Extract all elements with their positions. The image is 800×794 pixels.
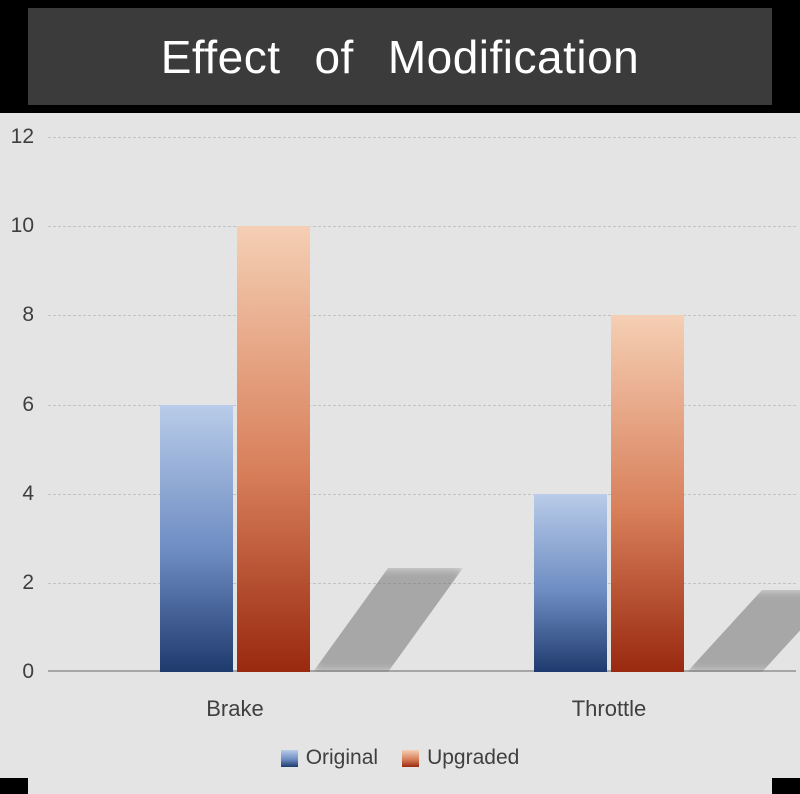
y-axis: 0 2 4 6 8 10 12	[0, 125, 38, 683]
legend-swatch-upgraded	[402, 749, 420, 767]
y-tick-label: 6	[22, 392, 34, 416]
bar-original-throttle	[534, 493, 607, 672]
y-tick-label: 4	[22, 481, 34, 505]
legend-swatch-original	[280, 749, 298, 767]
legend-item-original: Original	[280, 746, 379, 770]
bar-original-brake	[160, 404, 233, 672]
plot-area	[48, 137, 800, 672]
legend-item-upgraded: Upgraded	[402, 746, 519, 770]
y-tick-label: 12	[10, 125, 34, 148]
legend-label: Upgraded	[427, 746, 520, 769]
gridline	[48, 137, 796, 138]
x-axis: Brake Throttle	[48, 696, 796, 728]
y-tick-label: 2	[22, 570, 34, 594]
legend-label: Original	[305, 746, 379, 769]
legend: Original Upgraded	[0, 741, 800, 775]
slide-corner-bottom-right	[772, 778, 800, 794]
gridline	[48, 493, 796, 495]
chart-area: 0 2 4 6 8 10 12 Brake Throttle Original Upgraded	[0, 113, 800, 794]
slide-corner-bottom-left	[0, 778, 28, 794]
y-tick-label: 8	[22, 303, 34, 327]
bar-shadow	[687, 590, 800, 672]
bar-upgraded-throttle	[611, 315, 684, 672]
bar-group-throttle	[534, 137, 684, 672]
gridline	[48, 315, 796, 317]
chart-title-bar: Effect of Modification	[28, 8, 772, 105]
chart-title: Effect of Modification	[160, 30, 640, 83]
gridline	[48, 226, 796, 228]
x-tick-label: Brake	[206, 696, 264, 721]
y-tick-label: 10	[10, 214, 34, 238]
gridline	[48, 404, 796, 406]
x-tick-label: Throttle	[571, 696, 647, 721]
bar-upgraded-brake	[237, 226, 310, 672]
bar-group-brake	[160, 137, 310, 672]
y-tick-label: 0	[22, 660, 34, 683]
x-axis-line	[48, 670, 796, 672]
